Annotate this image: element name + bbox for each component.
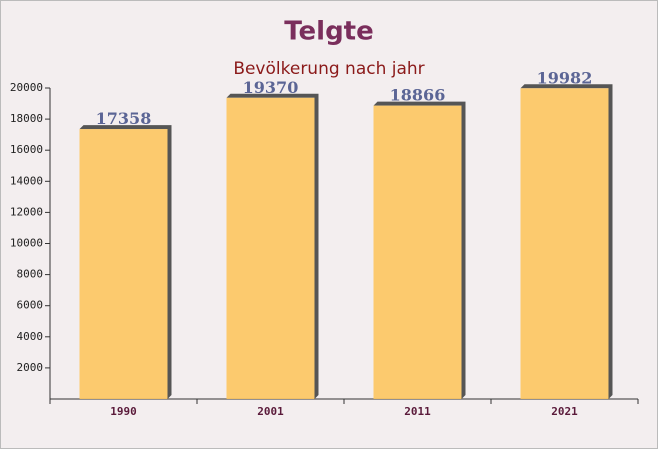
chart-title: Telgte: [284, 17, 374, 47]
y-tick-label: 6000: [17, 299, 44, 312]
value-label: 17358: [96, 109, 152, 128]
y-tick-label: 2000: [17, 361, 44, 374]
bar: [226, 97, 315, 399]
y-tick-label: 4000: [17, 330, 44, 343]
bar: [520, 88, 609, 399]
x-tick-label: 2001: [257, 405, 284, 418]
y-tick-label: 10000: [10, 237, 43, 250]
y-tick-label: 12000: [10, 205, 43, 218]
x-tick-label: 2021: [551, 405, 578, 418]
value-label: 19982: [537, 68, 593, 87]
y-tick-label: 16000: [10, 143, 43, 156]
bar: [373, 105, 462, 399]
y-tick-label: 8000: [17, 268, 44, 281]
bar: [79, 129, 168, 399]
y-tick-label: 18000: [10, 112, 43, 125]
x-tick-label: 1990: [110, 405, 137, 418]
chart-subtitle: Bevölkerung nach jahr: [233, 59, 424, 79]
value-label: 19370: [243, 78, 299, 97]
y-tick-label: 20000: [10, 81, 43, 94]
value-label: 18866: [390, 86, 446, 105]
y-tick-label: 14000: [10, 174, 43, 187]
x-tick-label: 2011: [404, 405, 431, 418]
